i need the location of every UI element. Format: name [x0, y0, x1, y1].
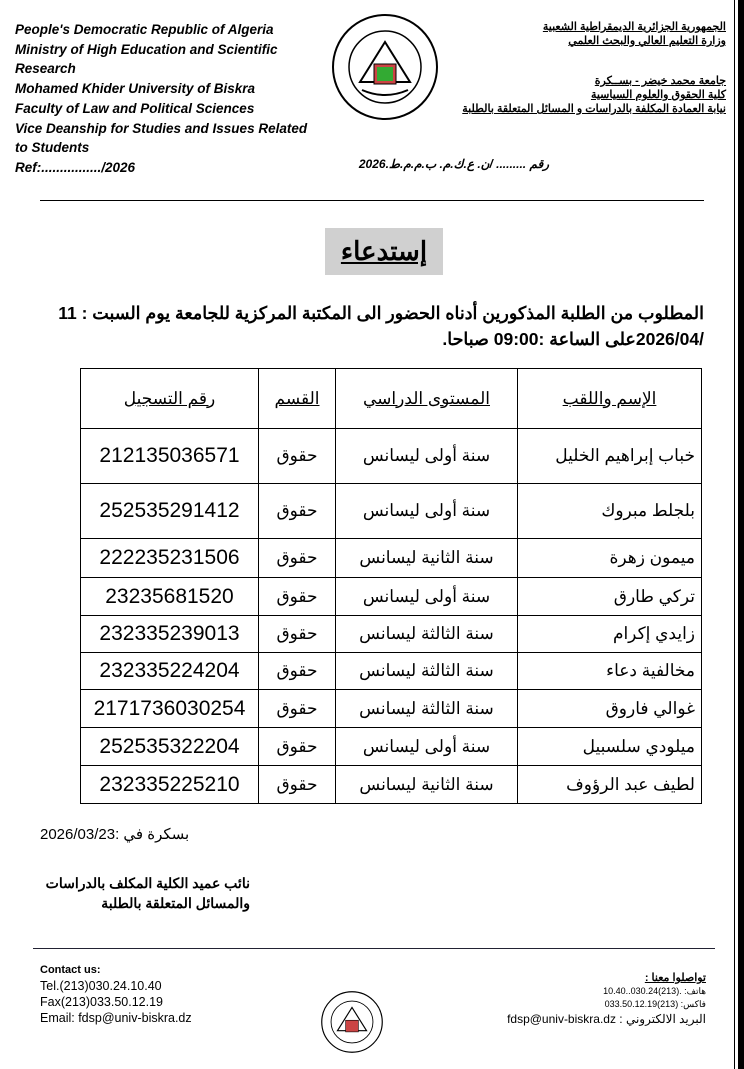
ar-line: نيابة العمادة المكلفة بالدراسات و المسائ… — [462, 103, 726, 115]
university-logo — [332, 14, 438, 120]
table-row: لطيف عبد الرؤوف سنة الثانية ليسانس حقوق 232… — [80, 765, 702, 804]
department: حقوق — [258, 428, 336, 484]
signature-block: نائب عميد الكلية المكلف بالدراسات والمسا… — [40, 873, 250, 913]
department: حقوق — [258, 727, 336, 766]
table-row: مخالفية دعاء سنة الثالثة ليسانس حقوق 232335… — [80, 652, 702, 690]
page-border — [738, 0, 744, 1069]
en-line: Faculty of Law and Political Sciences — [15, 100, 255, 116]
signature-line: والمسائل المتعلقة بالطلبة — [101, 895, 250, 911]
ar-ref: رقم ......... /ن. ع.ك.م. ب.م.م.ط.2026 — [358, 157, 549, 171]
registration-number: 252535291412 — [80, 483, 259, 539]
en-line: Ref:................/2026 — [15, 159, 136, 175]
contact-fax-ar: فاكس: (213)033.50.12.19 — [604, 999, 706, 1009]
registration-number: 232335225210 — [80, 765, 259, 804]
students-table: الإسم واللقب المستوى الدراسي القسم رقم ا… — [80, 368, 702, 804]
ar-line: كلية الحقوق والعلوم السياسية — [590, 89, 726, 101]
student-name: تركي طارق — [517, 577, 702, 616]
student-name: ميلودي سلسبيل — [517, 727, 702, 766]
study-level: سنة أولى ليسانس — [335, 428, 518, 484]
study-level: سنة أولى ليسانس — [335, 577, 518, 616]
en-line: Vice Deanship for Studies and Issues Rel… — [15, 120, 308, 156]
contact-fax: Fax(213)033.50.12.19 — [40, 995, 164, 1009]
col-dept: القسم — [258, 368, 336, 429]
department: حقوق — [258, 689, 336, 728]
ar-line: جامعة محمد خيضر - بســكرة — [594, 75, 726, 87]
department: حقوق — [258, 765, 336, 804]
col-reg: رقم التسجيل — [80, 368, 259, 429]
department: حقوق — [258, 652, 336, 690]
signature-line: نائب عميد الكلية المكلف بالدراسات — [45, 875, 250, 891]
document-title: إستدعاء — [325, 228, 443, 275]
col-name: الإسم واللقب — [517, 368, 702, 429]
en-line: Mohamed Khider University of Biskra — [15, 81, 256, 97]
footer-divider — [33, 948, 715, 949]
student-name: بلجلط مبروك — [517, 483, 702, 539]
department: حقوق — [258, 615, 336, 653]
table-row: تركي طارق سنة أولى ليسانس حقوق 23235681520 — [80, 577, 702, 616]
student-name: غوالي فاروق — [517, 689, 702, 728]
header-arabic-mid: جامعة محمد خيضر - بســكرة كلية الحقوق وا… — [462, 74, 726, 116]
col-level: المستوى الدراسي — [335, 368, 518, 429]
contact-email-ar: البريد الالكتروني : fdsp@univ-biskra.dz — [507, 1012, 706, 1026]
intro-text: المطلوب من الطلبة المذكورين أدناه الحضور… — [58, 303, 704, 349]
table-row: ميمون زهرة سنة الثانية ليسانس حقوق 22223523… — [80, 538, 702, 578]
table-row: غوالي فاروق سنة الثالثة ليسانس حقوق 2171736… — [80, 689, 702, 728]
header-english: People's Democratic Republic of Algeria … — [15, 20, 315, 178]
student-name: لطيف عبد الرؤوف — [517, 765, 702, 804]
table-row: زايدي إكرام سنة الثالثة ليسانس حقوق 2323352… — [80, 615, 702, 653]
registration-number: 252535322204 — [80, 727, 259, 766]
en-line: Ministry of High Education and Scientifi… — [15, 41, 278, 77]
department: حقوق — [258, 538, 336, 578]
study-level: سنة الثالثة ليسانس — [335, 652, 518, 690]
contact-tel: Tel.(213)030.24.10.40 — [40, 979, 162, 993]
registration-number: 232335239013 — [80, 615, 259, 653]
ar-line: وزارة التعليم العالي والبحث العلمي — [568, 35, 726, 47]
registration-number: 23235681520 — [80, 577, 259, 616]
student-name: خباب إبراهيم الخليل — [517, 428, 702, 484]
ar-line: الجمهورية الجزائرية الديمقراطية الشعبية — [542, 21, 726, 33]
contact-english: Contact us: Tel.(213)030.24.10.40 Fax(21… — [40, 962, 192, 1026]
header-divider — [40, 200, 704, 201]
contact-tel-ar: هاتف: .(213)030.24..10.40 — [603, 986, 706, 996]
study-level: سنة الثانية ليسانس — [335, 538, 518, 578]
contact-title-ar: تواصلوا معنا : — [644, 972, 706, 984]
en-line: People's Democratic Republic of Algeria — [15, 22, 274, 37]
date-place: بسكرة في :2026/03/23 — [40, 826, 190, 843]
registration-number: 212135036571 — [80, 428, 259, 484]
registration-number: 222235231506 — [80, 538, 259, 578]
table-row: ميلودي سلسبيل سنة أولى ليسانس حقوق 25253532… — [80, 727, 702, 766]
student-name: مخالفية دعاء — [517, 652, 702, 690]
footer-logo — [321, 991, 383, 1053]
registration-number: 232335224204 — [80, 652, 259, 690]
student-name: ميمون زهرة — [517, 538, 702, 578]
contact-title: Contact us: — [40, 964, 101, 976]
department: حقوق — [258, 483, 336, 539]
department: حقوق — [258, 577, 336, 616]
header-arabic-top: الجمهورية الجزائرية الديمقراطية الشعبية … — [543, 20, 726, 48]
page-border-thin — [734, 0, 735, 1069]
contact-email: Email: fdsp@univ-biskra.dz — [40, 1011, 192, 1025]
study-level: سنة الثانية ليسانس — [335, 765, 518, 804]
study-level: سنة الثالثة ليسانس — [335, 615, 518, 653]
contact-arabic: تواصلوا معنا : هاتف: .(213)030.24..10.40… — [507, 972, 706, 1026]
registration-number: 2171736030254 — [80, 689, 259, 728]
table-row: خباب إبراهيم الخليل سنة أولى ليسانس حقوق 21… — [80, 428, 702, 484]
study-level: سنة الثالثة ليسانس — [335, 689, 518, 728]
student-name: زايدي إكرام — [517, 615, 702, 653]
table-row: بلجلط مبروك سنة أولى ليسانس حقوق 2525352914… — [80, 483, 702, 539]
study-level: سنة أولى ليسانس — [335, 483, 518, 539]
study-level: سنة أولى ليسانس — [335, 727, 518, 766]
table-header: الإسم واللقب المستوى الدراسي القسم رقم ا… — [80, 368, 702, 429]
